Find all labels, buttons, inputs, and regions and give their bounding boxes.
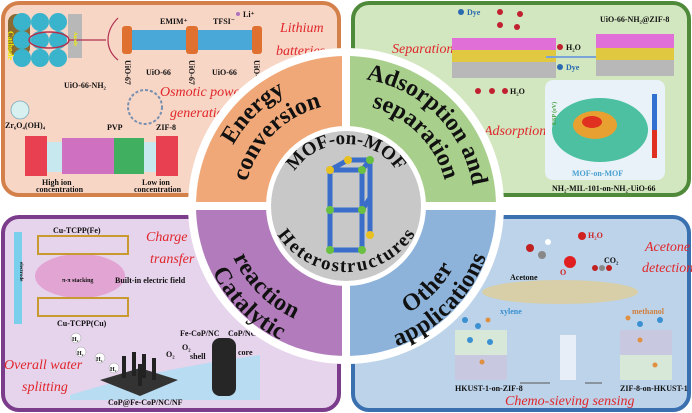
uio66-label: UiO-66 [146,68,171,77]
center-circle [271,131,421,281]
h2-label: H₂ [110,367,117,373]
shell-label: shell [190,352,206,361]
esp-colorbar [652,94,657,158]
pi-stacking-region [35,254,125,298]
li-label: Li⁺ [243,10,255,19]
pvp-label: PVP [107,123,123,132]
uio66-label: UiO-66 [212,68,237,77]
h2-label: H₂ [77,351,84,357]
fe-cop-nc-label: Fe-CoP/NC [180,329,220,338]
uio67-label: UiO-67 [187,60,196,85]
cu-tcpp-cu-label: Cu-TCPP(Cu) [57,319,107,328]
chemo-sieving-label: Chemo-sieving sensing [505,394,634,409]
high-ion-label: High ion [42,178,72,187]
uio67-label: UiO-67 [252,60,261,85]
core-label: core [238,348,253,357]
ion-spheres [13,13,67,67]
sensor-particle [482,280,638,304]
dye-label: Dye [566,63,580,72]
acetone-detection-label: Acetone [644,240,690,255]
low-ion-label: Low ion [142,178,170,187]
electrode-label: electrode [18,262,23,282]
composite-label: UiO-66-NH₂@ZIF-8 [600,15,669,24]
overall-water-splitting-label: Overall water [4,358,83,373]
oxygen-label: O [560,268,566,277]
tfsi-label: TFSI⁻ [213,17,235,26]
hkust-on-zif-lattice [455,330,507,355]
methanol-label: methanol [632,307,665,316]
mof-framework-icon [326,156,374,254]
o2-label: O₂ [166,350,175,359]
high-ion-label-2: concentration [36,185,84,194]
h2o-label: H₂O [588,231,603,240]
co2-label: CO₂ [604,256,619,265]
zif-on-hkust-caption: ZIF-8-on-HKUST-1 [620,384,688,393]
hkust-on-zif-caption: HKUST-1-on-ZIF-8 [455,384,523,393]
charge-transfer-label-2: transfer [150,252,195,267]
anode-label: Anode [72,32,77,47]
mof-on-mof-label: MOF-on-MOF [572,169,623,178]
acetone-label: Acetone [510,273,538,282]
uio66-nh2-label: UiO-66-NH₂ [64,81,107,90]
emim-label: EMIM⁺ [160,17,188,26]
h2o-label: H₂O [566,43,581,52]
low-ion-label-2: concentration [134,185,182,194]
h2o-label: H₂O [510,87,525,96]
dye-label: Dye [467,8,481,17]
sector-ring [188,48,504,364]
o2-label: O₂ [182,343,191,352]
electrode-bar [14,232,22,324]
zif8-label: ZIF-8 [156,123,176,132]
membrane-substrate [452,62,556,78]
xylene-label: xylene [500,307,522,316]
pi-stacking-label: π-π stacking [62,278,93,284]
h2-label: H₂ [72,337,79,343]
esp-axis-label: ESP (eV) [551,102,558,125]
core-shell-cylinder [212,338,236,396]
zr-cluster-label: Zr₆O₄(OH)₄ [5,121,46,130]
charge-transfer-label: Charge [146,230,187,245]
catalytic-caption: CoP@Fe-CoP/NC/NF [108,398,183,407]
overall-water-splitting-label-2: splitting [22,380,68,395]
acetone-detection-label-2: detection [642,261,692,276]
lithium-batteries-label: Lithium [279,21,324,36]
cathode-label: Cathode [6,31,15,60]
zif-on-hkust-lattice [620,330,672,355]
cu-tcpp-fe-label: Cu-TCPP(Fe) [53,226,101,235]
uio67-label: UiO-67 [123,60,132,85]
adsorption-label: Adsorption [483,124,546,139]
h2-label: H₂ [96,357,103,363]
built-in-field-label: Built-in electric field [115,276,186,285]
osmotic-power-label: Osmotic power [160,85,246,100]
cop-nc-label: CoP/NC [228,329,257,338]
separation-label: Separation [392,42,453,57]
adsorption-caption: NH₂-MIL-101-on-NH₂-UiO-66 [552,184,655,193]
